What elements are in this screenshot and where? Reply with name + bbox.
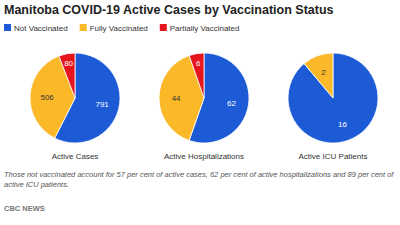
- pie: [288, 53, 378, 143]
- source: CBC NEWS: [4, 204, 45, 213]
- pie-slice: [288, 53, 378, 143]
- data-label: 16: [338, 120, 347, 129]
- pie: [159, 53, 249, 143]
- legend-swatch: [160, 24, 167, 31]
- pie-title: Active Cases: [52, 152, 99, 161]
- pie: [30, 53, 120, 143]
- title: Manitoba COVID-19 Active Cases by Vaccin…: [4, 3, 334, 17]
- pie-title: Active ICU Patients: [299, 152, 368, 161]
- data-label: 80: [64, 59, 73, 68]
- legend-entry: Fully Vaccinated: [90, 24, 148, 33]
- legend-entry: Partially Vaccinated: [170, 24, 240, 33]
- pie-slice: [304, 53, 333, 98]
- legend-entry: Not Vaccinated: [14, 24, 68, 33]
- chart: Manitoba COVID-19 Active Cases by Vaccin…: [0, 0, 400, 225]
- data-label: 62: [227, 99, 236, 108]
- legend-swatch: [4, 24, 11, 31]
- data-label: 6: [196, 59, 201, 68]
- data-label: 791: [95, 100, 109, 109]
- pie-slice: [30, 56, 75, 138]
- data-label: 44: [172, 94, 181, 103]
- pie-title: Active Hospitalizations: [164, 152, 244, 161]
- pie-slice: [189, 53, 204, 98]
- pie-slice: [59, 53, 75, 98]
- legend-swatch: [80, 24, 87, 31]
- data-label: 2: [321, 68, 326, 77]
- pie-slice: [159, 56, 204, 141]
- data-label: 506: [40, 93, 54, 102]
- note: Those not vaccinated account for 57 per …: [4, 170, 396, 190]
